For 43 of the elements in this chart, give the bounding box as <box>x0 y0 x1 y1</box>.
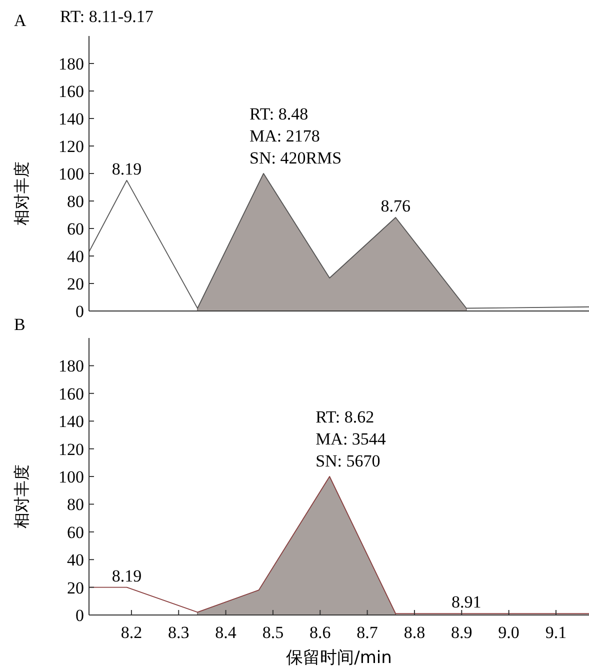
x-tick-label: 8.4 <box>215 623 237 642</box>
y-tick-label: 100 <box>58 164 84 184</box>
y-tick-label: 180 <box>58 356 84 376</box>
x-tick-label: 9.0 <box>498 623 520 642</box>
line-series <box>88 173 589 309</box>
x-tick-label: 8.6 <box>310 623 331 642</box>
y-axis-title: 相对丰度 <box>12 162 31 226</box>
x-tick-label: 8.9 <box>451 623 472 642</box>
annotation: 8.76 <box>380 196 410 216</box>
y-tick-label: 40 <box>67 550 84 570</box>
x-axis-title: 保留时间/min <box>286 648 392 667</box>
y-tick-label: 0 <box>76 302 84 321</box>
y-tick-label: 20 <box>67 578 84 598</box>
y-tick-label: 80 <box>67 495 84 514</box>
chart-title: A <box>14 11 27 30</box>
chart-title: B <box>14 315 26 334</box>
x-tick-label: 8.2 <box>120 623 142 642</box>
x-tick-label: 8.3 <box>168 623 190 642</box>
x-tick-label: 8.7 <box>356 623 378 642</box>
annotation: 8.19 <box>112 566 142 586</box>
y-tick-label: 160 <box>58 82 84 101</box>
annotation: 8.19 <box>112 159 142 178</box>
chart-subtitle: RT: 8.11-9.17 <box>60 7 154 26</box>
y-tick-label: 20 <box>67 274 84 294</box>
y-axis-title: 相对丰度 <box>12 464 31 528</box>
x-tick-label: 8.5 <box>262 623 284 642</box>
y-tick-label: 100 <box>58 468 84 486</box>
y-tick-label: 60 <box>67 220 84 238</box>
y-tick-label: 120 <box>58 137 84 156</box>
x-tick-label: 8.8 <box>404 623 426 642</box>
y-tick-label: 140 <box>58 110 84 128</box>
y-tick-label: 160 <box>58 384 84 404</box>
y-tick-label: 60 <box>67 522 84 542</box>
y-tick-label: 80 <box>67 192 84 211</box>
y-tick-label: 0 <box>76 606 84 625</box>
y-tick-label: 180 <box>58 54 84 74</box>
x-tick-label: 9.1 <box>545 623 567 642</box>
y-tick-label: 40 <box>67 247 84 266</box>
annotation: 8.91 <box>451 592 482 612</box>
annotation: RT: 8.62 MA: 3544 SN: 5670 <box>316 408 386 470</box>
annotation: RT: 8.48 MA: 2178 SN: 420RMS <box>250 104 342 168</box>
y-tick-label: 120 <box>58 440 84 459</box>
y-tick-label: 140 <box>58 412 84 432</box>
